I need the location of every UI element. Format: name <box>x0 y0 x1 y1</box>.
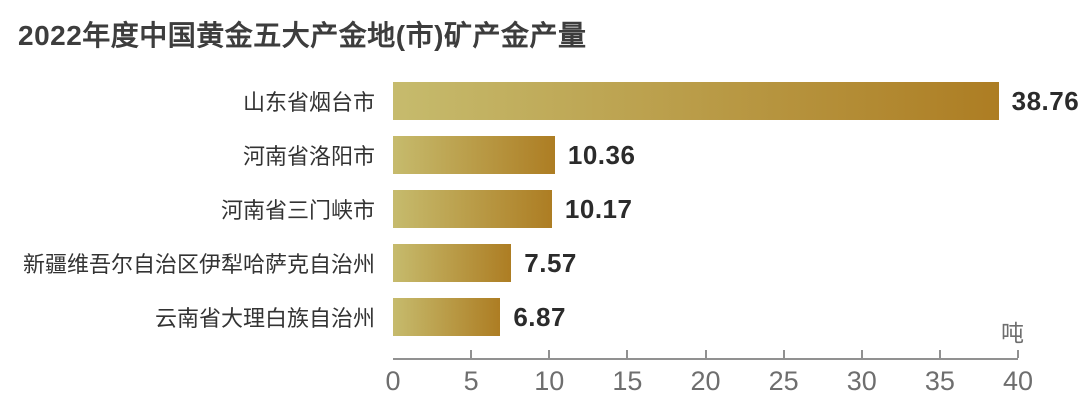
bar-track: 38.76 <box>393 82 1079 120</box>
x-axis-tick <box>938 350 941 358</box>
x-axis-tick-label: 10 <box>534 366 565 396</box>
bar <box>393 298 501 336</box>
value-label: 10.36 <box>567 139 636 170</box>
bar <box>393 136 555 174</box>
x-axis-tick <box>1017 350 1019 358</box>
x-axis-tick-label: 5 <box>463 366 479 396</box>
x-axis-tick <box>548 350 551 358</box>
value-label: 7.57 <box>524 247 577 278</box>
value-label: 38.76 <box>1011 85 1080 116</box>
x-axis-tick-label: 40 <box>1002 366 1034 396</box>
x-axis-tick <box>626 350 629 358</box>
axis-unit-label: 吨 <box>1001 320 1024 346</box>
bar-track: 10.36 <box>393 136 1018 174</box>
x-axis-tick <box>860 350 863 358</box>
category-label: 山东省烟台市 <box>242 90 375 115</box>
x-axis-tick <box>704 350 707 358</box>
bar-track: 6.87 <box>393 298 1018 336</box>
value-label: 6.87 <box>513 301 566 332</box>
x-axis-labels: 0 5 10 15 20 25 30 35 40 <box>385 360 1033 400</box>
category-label: 河南省洛阳市 <box>242 144 375 169</box>
x-axis-tick-label: 30 <box>846 366 877 396</box>
x-axis-tick-label: 35 <box>924 366 955 396</box>
x-axis-ticks <box>393 350 1019 358</box>
value-label: 10.17 <box>564 193 633 224</box>
x-axis-tick-label: 0 <box>385 366 401 396</box>
bar-row: 河南省三门峡市 10.17 <box>0 182 1080 236</box>
x-axis-tick-label: 15 <box>612 366 643 396</box>
bar-row: 山东省烟台市 38.76 <box>0 74 1080 128</box>
bar-row: 云南省大理白族自治州 6.87 <box>0 290 1080 344</box>
bar-row: 河南省洛阳市 10.36 <box>0 128 1080 182</box>
category-label: 新疆维吾尔自治区伊犁哈萨克自治州 <box>22 252 375 277</box>
chart-title: 2022年度中国黄金五大产金地(市)矿产金产量 <box>18 20 587 51</box>
bar <box>393 244 512 282</box>
category-label: 云南省大理白族自治州 <box>154 306 375 331</box>
x-axis-tick-label: 25 <box>768 366 799 396</box>
x-axis-tick-label: 20 <box>690 366 721 396</box>
bar-track: 7.57 <box>393 244 1018 282</box>
bar-row: 新疆维吾尔自治区伊犁哈萨克自治州 7.57 <box>0 236 1080 290</box>
x-axis-line <box>393 358 1018 360</box>
bar-rows: 山东省烟台市 38.76 河南省洛阳市 10.36 河南省三门峡市 10.17 … <box>0 74 1080 344</box>
category-label: 河南省三门峡市 <box>220 198 375 223</box>
x-axis-tick <box>782 350 785 358</box>
bar <box>393 190 552 228</box>
x-axis-tick <box>470 350 473 358</box>
bar <box>393 82 999 120</box>
bar-track: 10.17 <box>393 190 1018 228</box>
x-axis: 吨 0 5 10 15 20 25 30 35 40 <box>385 322 1033 400</box>
